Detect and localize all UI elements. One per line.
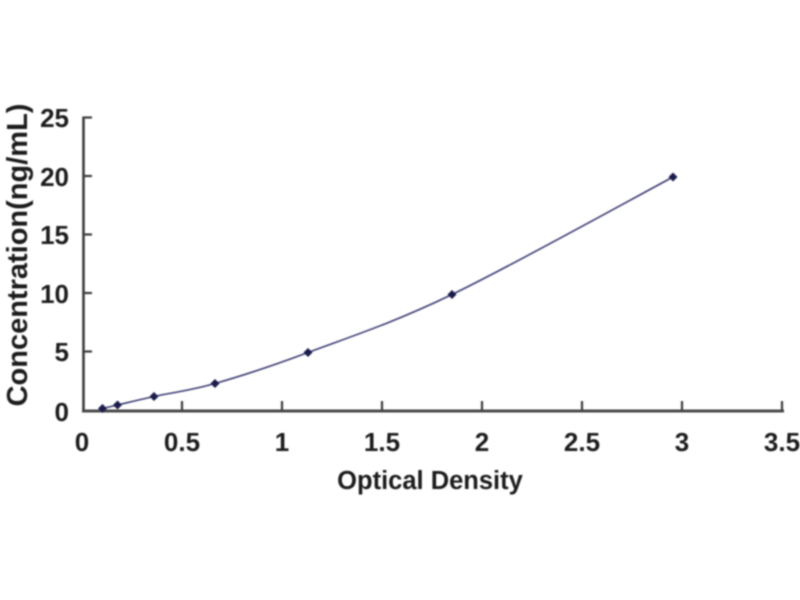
svg-text:10: 10 [40,279,69,309]
svg-text:3: 3 [675,427,689,457]
svg-text:5: 5 [55,337,69,367]
svg-text:2.5: 2.5 [564,427,600,457]
svg-text:25: 25 [40,103,69,133]
svg-text:0: 0 [75,427,89,457]
svg-text:1.5: 1.5 [364,427,400,457]
svg-text:1: 1 [275,427,289,457]
svg-text:Optical Density: Optical Density [337,467,523,495]
svg-text:0: 0 [55,397,69,427]
svg-text:15: 15 [40,220,69,250]
svg-text:2: 2 [475,427,489,457]
svg-text:0.5: 0.5 [164,427,200,457]
svg-text:20: 20 [40,162,69,192]
svg-text:3.5: 3.5 [764,427,800,457]
svg-text:Concentration(ng/mL): Concentration(ng/mL) [2,104,34,407]
